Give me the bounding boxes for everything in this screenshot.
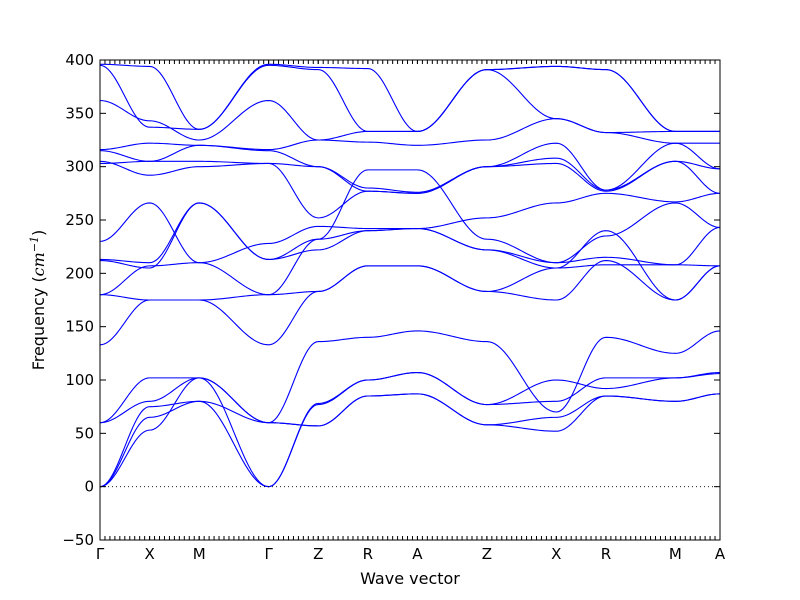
band-line-2 [99, 393, 721, 488]
band-line-17 [99, 64, 720, 133]
band-line-5 [99, 330, 721, 424]
band-line-11 [99, 192, 721, 264]
x-tick-label: Γ [264, 545, 273, 563]
x-tick-label: A [412, 545, 423, 563]
band-line-8 [99, 227, 721, 296]
band-line-15 [99, 118, 720, 151]
band-lines [99, 63, 721, 488]
y-tick-label: 0 [84, 478, 94, 496]
y-axis-label: Frequency (cm−1) [28, 230, 48, 371]
y-axis-label-unit: cm [29, 252, 48, 276]
band-line-13 [99, 157, 721, 194]
y-axis-ticks: −50 0 50 100 150 200 250 300 350 400 [62, 51, 720, 549]
y-tick-label: 400 [65, 51, 94, 69]
y-axis-label-close: ) [29, 230, 48, 236]
y-axis-label-exponent: −1 [28, 236, 41, 252]
band-line-9 [99, 202, 721, 269]
band-line-6 [99, 259, 721, 346]
x-axis-label: Wave vector [360, 569, 460, 588]
y-axis-label-text: Frequency ( [29, 276, 48, 370]
x-tick-label: X [144, 545, 154, 563]
y-tick-label: 350 [65, 104, 94, 122]
x-tick-label: X [551, 545, 561, 563]
plot-frame [99, 59, 721, 541]
x-tick-label: Z [313, 545, 323, 563]
x-tick-label: Z [482, 545, 492, 563]
band-line-3 [99, 371, 721, 488]
band-line-4 [99, 371, 721, 488]
y-tick-label: 50 [75, 424, 94, 442]
x-tick-label: M [669, 545, 682, 563]
y-tick-label: 250 [65, 211, 94, 229]
band-line-10 [99, 169, 721, 264]
y-tick-label: 200 [65, 264, 94, 282]
x-tick-label: Γ [96, 545, 105, 563]
x-tick-label: R [601, 545, 611, 563]
y-tick-label: −50 [62, 531, 94, 549]
y-tick-label: 150 [65, 318, 94, 336]
y-tick-label: 300 [65, 158, 94, 176]
x-tick-label: A [715, 545, 726, 563]
x-tick-label: R [363, 545, 373, 563]
band-line-18 [99, 63, 720, 133]
band-line-14 [99, 142, 721, 193]
x-tick-label: M [193, 545, 206, 563]
band-line-7 [99, 230, 721, 301]
y-tick-label: 100 [65, 371, 94, 389]
